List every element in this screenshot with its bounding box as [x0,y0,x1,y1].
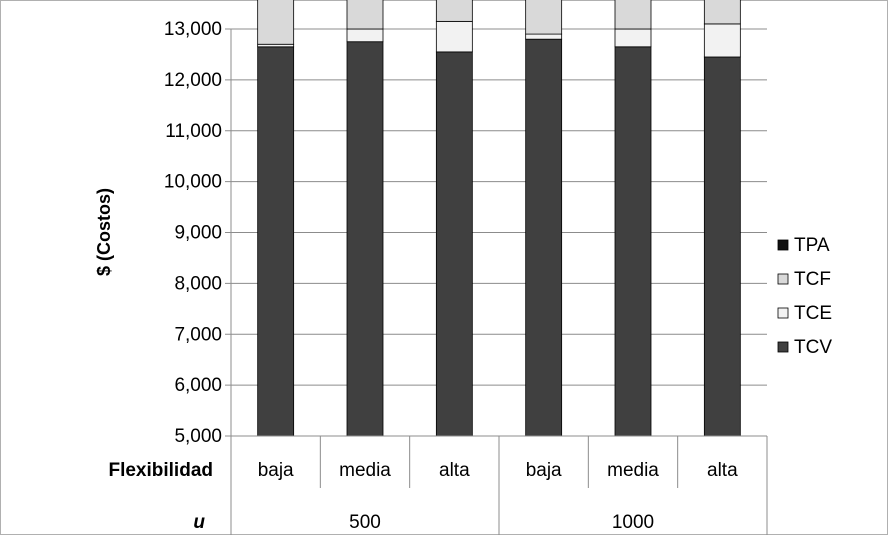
group-label: 500 [349,512,381,533]
bar-segment-tcv [614,46,652,437]
legend-label-tcf: TCF [794,269,831,290]
row-label-u: u [193,512,205,533]
legend-swatch-tce [777,307,789,319]
category-label: baja [526,460,562,481]
y-tick-label: 6,000 [174,375,222,396]
y-tick-label: 13,000 [164,19,222,40]
y-tick-label: 5,000 [174,426,222,447]
category-label: baja [258,460,294,481]
bar-segment-tcv [257,46,295,437]
bar-segment-tce [614,28,652,48]
bar-segment-tce [435,20,473,53]
bar-segment-tcv [435,51,473,437]
bar-segment-tce [525,33,563,40]
y-tick-label: 9,000 [174,223,222,244]
category-label: media [339,460,391,481]
category-label: alta [439,460,470,481]
bar-segment-tcf [703,0,741,25]
category-label: alta [707,460,738,481]
gridlines [231,28,767,386]
axes: 5,000 6,000 7,000 8,000 9,000 10,000 11,000 12,… [164,19,767,447]
legend-swatch-tcf [777,273,789,285]
row-label-flexibilidad: Flexibilidad [108,460,213,481]
legend: TPA TCF TCE TCV [777,235,832,358]
y-tick-label: 12,000 [164,70,222,91]
bar-segment-tcf [525,0,563,35]
bar-segment-tcf [435,0,473,22]
group-label: 1000 [612,512,654,533]
legend-swatch-tpa [777,239,789,251]
bar-segment-tcf [614,0,652,30]
bar-segment-tce [703,23,741,58]
bar-segment-tce [346,28,384,43]
bar-segment-tcf [346,0,384,30]
bar-segment-tcf [257,0,295,45]
y-tick-label: 10,000 [164,172,222,193]
legend-swatch-tcv [777,341,789,353]
bar-segment-tcv [525,38,563,437]
legend-label-tpa: TPA [794,235,830,256]
y-tick-label: 11,000 [165,121,222,142]
y-axis-label: $ (Costos) [94,188,114,276]
legend-label-tcv: TCV [794,337,832,358]
category-table: baja media alta baja media alta 500 1000 Flexibi… [108,436,768,535]
y-tick-label: 7,000 [174,324,222,345]
legend-label-tce: TCE [794,303,832,324]
bar-segment-tcv [346,41,384,437]
y-tick-label: 8,000 [174,273,222,294]
bars [257,0,741,437]
category-label: media [607,460,659,481]
bar-segment-tcv [703,56,741,437]
